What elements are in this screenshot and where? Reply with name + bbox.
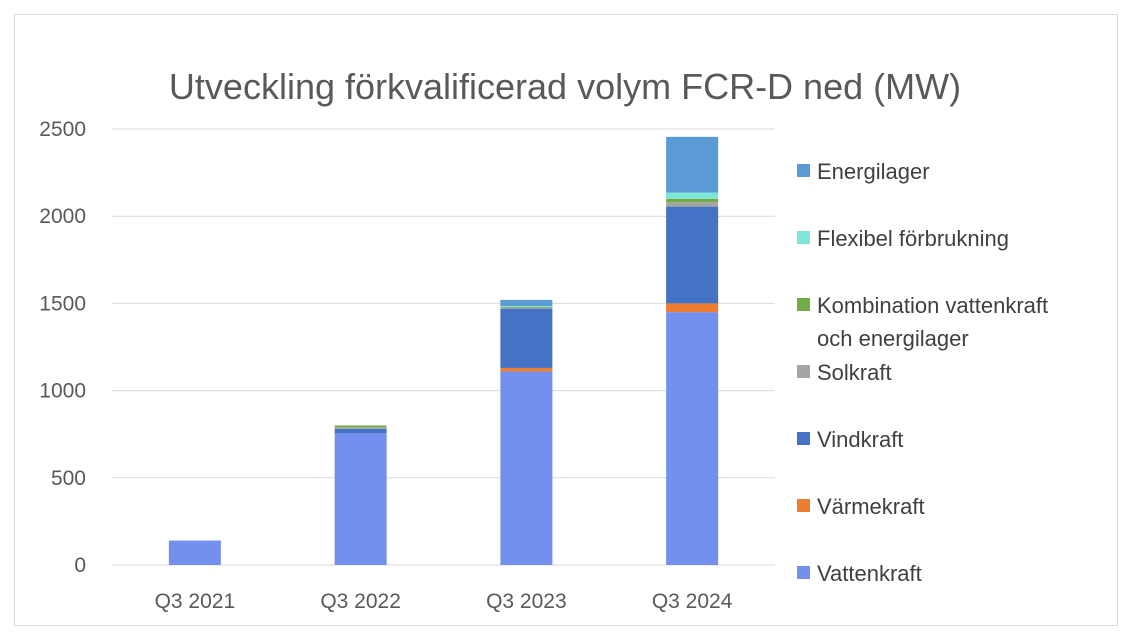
bar-segment bbox=[334, 427, 387, 429]
bars bbox=[168, 136, 719, 565]
bar-segment bbox=[666, 136, 719, 193]
legend-swatch bbox=[797, 566, 810, 579]
bar-segment bbox=[168, 540, 221, 565]
legend-swatch bbox=[797, 298, 810, 311]
x-tick-label: Q3 2023 bbox=[486, 590, 567, 613]
y-tick-label: 1500 bbox=[39, 292, 86, 315]
legend-label: Kombination vattenkraft och energilager bbox=[817, 293, 1048, 351]
y-tick-label: 500 bbox=[51, 467, 86, 490]
legend-label: Vindkraft bbox=[817, 427, 903, 452]
bar-segment bbox=[666, 303, 719, 313]
bar-segment bbox=[334, 428, 387, 434]
legend-label: Energilager bbox=[817, 159, 930, 184]
x-tick-label: Q3 2024 bbox=[652, 590, 733, 613]
legend: Energilager Flexibel förbrukning Kombinati… bbox=[797, 159, 1048, 586]
bar-segment bbox=[334, 433, 387, 565]
legend-swatch bbox=[797, 499, 810, 512]
legend-label: Solkraft bbox=[817, 360, 892, 385]
x-tick-label: Q3 2021 bbox=[155, 590, 236, 613]
legend-swatch bbox=[797, 432, 810, 445]
grid-lines bbox=[112, 128, 775, 566]
legend-swatch bbox=[797, 365, 810, 378]
bar-segment bbox=[334, 425, 387, 428]
legend-swatch bbox=[797, 231, 810, 244]
bar-segment bbox=[500, 306, 553, 308]
y-tick-label: 2000 bbox=[39, 205, 86, 228]
legend-label: Värmekraft bbox=[817, 494, 925, 519]
bar-segment bbox=[500, 307, 553, 309]
bar-segment bbox=[500, 308, 553, 368]
legend-swatch bbox=[797, 164, 810, 177]
legend-label: Vattenkraft bbox=[817, 561, 922, 586]
bar-segment bbox=[500, 299, 553, 307]
y-tick-label: 0 bbox=[74, 554, 86, 577]
bar-segment bbox=[666, 198, 719, 203]
bar-segment bbox=[666, 192, 719, 199]
bar-segment bbox=[666, 312, 719, 565]
y-tick-label: 1000 bbox=[39, 380, 86, 403]
bar-segment bbox=[500, 371, 553, 565]
chart-title: Utveckling förkvalificerad volym FCR-D n… bbox=[168, 66, 962, 107]
bar-segment bbox=[500, 306, 553, 307]
y-tick-label: 2500 bbox=[39, 118, 86, 141]
bar-segment bbox=[666, 206, 719, 304]
chart-frame bbox=[14, 14, 1118, 626]
x-axis-ticks: Q3 2021 Q3 2022 Q3 2023 Q3 2024 bbox=[155, 590, 733, 613]
y-axis-ticks: 0 500 1000 1500 2000 2500 bbox=[39, 118, 86, 577]
bar-segment bbox=[666, 202, 719, 207]
x-tick-label: Q3 2022 bbox=[320, 590, 401, 613]
bar-segment bbox=[500, 367, 553, 372]
legend-label: Flexibel förbrukning bbox=[817, 226, 1009, 251]
